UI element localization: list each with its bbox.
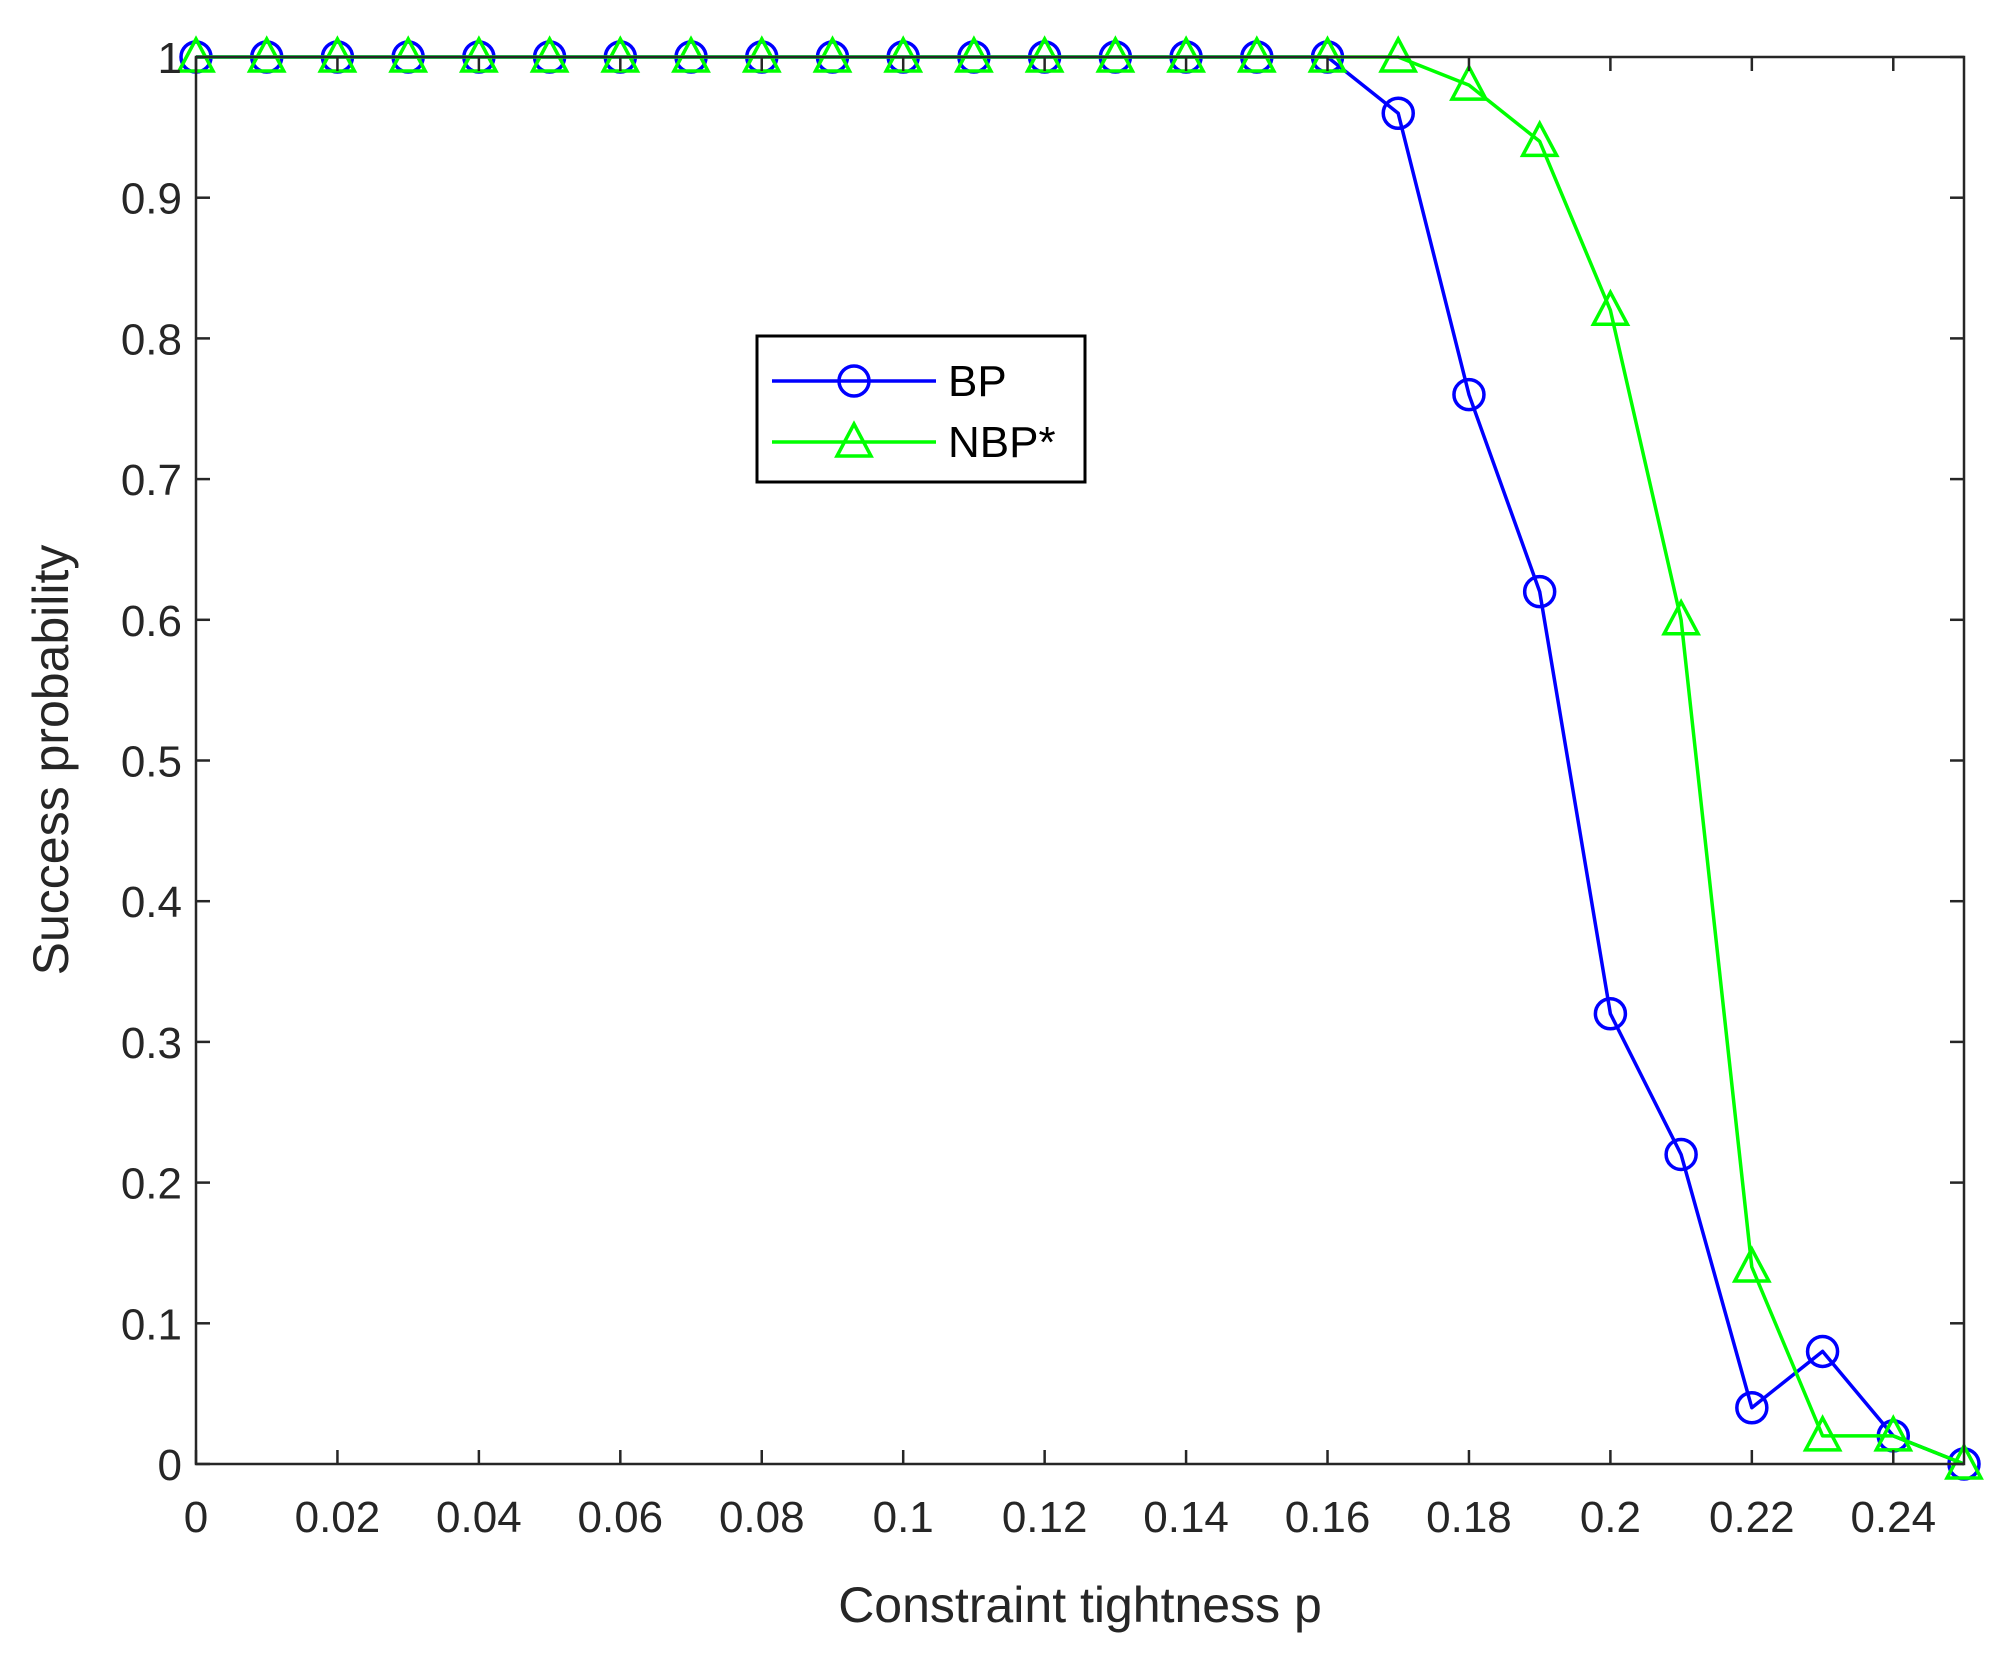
data-point-nbp xyxy=(1590,288,1631,327)
data-point-nbp xyxy=(1449,63,1489,101)
x-tick-label: 0.16 xyxy=(1285,1493,1371,1542)
y-tick-label: 1 xyxy=(158,34,182,83)
x-tick-label: 0.2 xyxy=(1580,1493,1641,1542)
y-axis-label: Success probability xyxy=(23,545,79,976)
data-point-bp xyxy=(1805,1334,1840,1369)
x-tick-label: 0.06 xyxy=(577,1493,663,1542)
x-tick-label: 0.24 xyxy=(1850,1493,1936,1542)
x-tick-label: 0.18 xyxy=(1426,1493,1512,1542)
data-point-nbp xyxy=(1731,1245,1772,1283)
y-tick-label: 0.3 xyxy=(121,1019,182,1068)
x-tick-label: 0.14 xyxy=(1143,1493,1229,1542)
data-point-nbp xyxy=(812,35,853,73)
y-tick-label: 0 xyxy=(158,1441,182,1490)
legend: BP NBP* xyxy=(755,334,1087,484)
x-tick-label: 0.02 xyxy=(295,1493,381,1542)
data-point-nbp xyxy=(671,35,711,73)
x-tick-label: 0 xyxy=(184,1493,208,1542)
x-axis-label: Constraint tightness p xyxy=(838,1577,1322,1633)
y-tick-label: 0.5 xyxy=(121,738,182,787)
data-point-nbp xyxy=(1095,35,1136,73)
x-tick-label: 0.22 xyxy=(1709,1493,1795,1542)
data-point-nbp xyxy=(1519,119,1560,158)
legend-label-bp: BP xyxy=(948,357,1007,406)
data-point-nbp xyxy=(529,35,570,73)
data-point-bp xyxy=(1452,377,1486,412)
y-tick-label: 0.1 xyxy=(121,1300,182,1349)
y-tick-label: 0.9 xyxy=(121,175,182,224)
x-tick-label: 0.12 xyxy=(1002,1493,1088,1542)
data-point-bp xyxy=(1593,997,1628,1031)
data-point-nbp xyxy=(1661,598,1702,636)
data-point-bp xyxy=(1735,1390,1769,1425)
ticks-layer: 0 0.02 0.04 0.06 0.08 0.1 0.12 0.14 0.16 0.18 0.2 0… xyxy=(121,34,1964,1542)
x-tick-label: 0.08 xyxy=(719,1493,805,1542)
legend-label-nbp: NBP* xyxy=(948,418,1056,467)
y-tick-label: 0.6 xyxy=(121,597,182,646)
legend-box xyxy=(755,334,1087,484)
data-point-nbp xyxy=(1378,35,1419,73)
data-point-bp xyxy=(1522,574,1557,609)
data-point-nbp xyxy=(953,35,994,73)
y-tick-label: 0.2 xyxy=(121,1160,182,1209)
y-tick-label: 0.4 xyxy=(121,878,182,927)
data-point-bp xyxy=(1381,96,1415,131)
data-point-nbp xyxy=(1802,1414,1843,1452)
data-point-nbp xyxy=(1944,1442,1984,1480)
data-point-bp xyxy=(1664,1137,1698,1172)
y-tick-label: 0.8 xyxy=(121,315,182,364)
plot-area xyxy=(196,57,1964,1464)
data-point-nbp xyxy=(1873,1414,1914,1452)
legend-marker-bp xyxy=(837,364,871,398)
x-tick-label: 0.1 xyxy=(873,1493,934,1542)
legend-marker-nbp xyxy=(834,420,874,458)
data-point-nbp xyxy=(246,35,287,73)
data-point-nbp xyxy=(388,35,429,73)
y-tick-label: 0.7 xyxy=(121,456,182,505)
data-point-nbp xyxy=(1236,35,1277,73)
x-tick-label: 0.04 xyxy=(436,1493,522,1542)
